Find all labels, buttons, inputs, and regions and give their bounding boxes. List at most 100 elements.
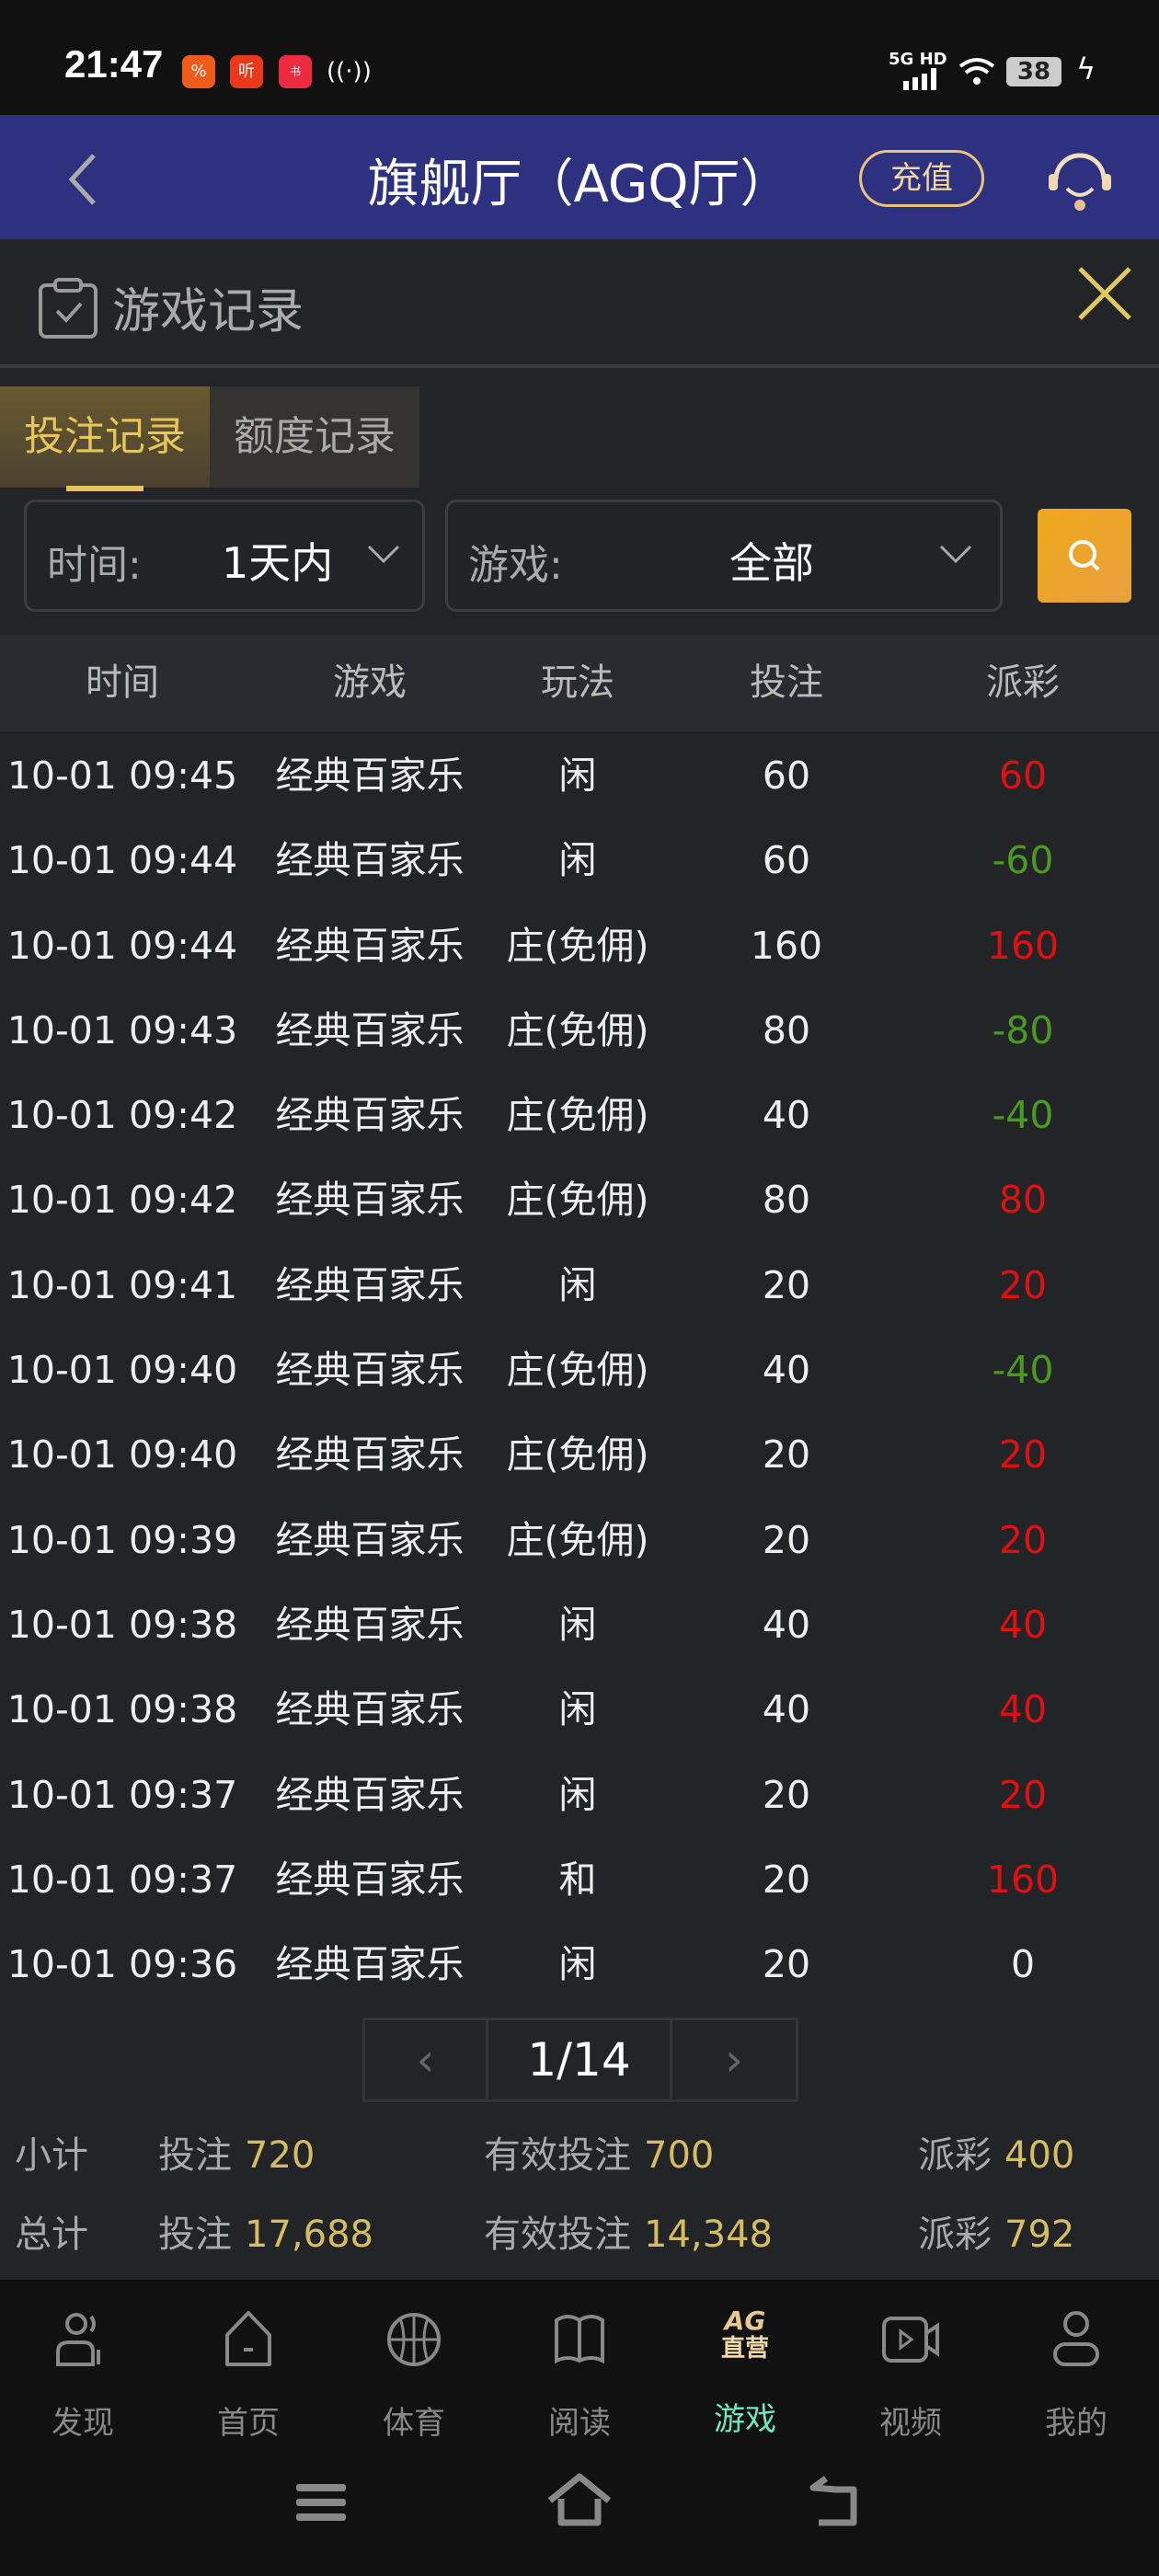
bottom-navigation: 发现 首页 体育 阅读 AG 直营 游戏 视频 我的: [0, 2280, 1159, 2576]
cell-game: 经典百家乐: [275, 1178, 465, 1223]
tab-credit-records[interactable]: 额度记录: [210, 386, 419, 488]
cell-game: 经典百家乐: [275, 1007, 465, 1052]
clipboard-check-icon: [39, 278, 98, 339]
cell-bet: 60: [762, 838, 811, 883]
app-notification-icon: %: [182, 55, 215, 88]
game-filter-select[interactable]: 游戏: 全部: [445, 500, 1003, 612]
network-label: 5G HD: [889, 50, 947, 69]
cell-time: 10-01 09:39: [6, 1517, 238, 1562]
cell-bet: 20: [762, 1772, 811, 1817]
nav-item-discover[interactable]: 发现: [0, 2307, 166, 2443]
cell-play: 庄(免佣): [506, 1348, 649, 1393]
cell-time: 10-01 09:36: [6, 1942, 238, 1987]
panel-title: 游戏记录: [112, 284, 304, 339]
time-filter-select[interactable]: 时间: 1天内: [24, 500, 425, 612]
recharge-button[interactable]: 充值: [859, 150, 984, 207]
cell-payout: 20: [998, 1772, 1048, 1817]
nav-item-reading[interactable]: 阅读: [497, 2307, 662, 2443]
column-header-bet: 投注: [750, 661, 823, 704]
cell-bet: 20: [762, 1517, 811, 1562]
subtotal-valid-value: 700: [644, 2134, 715, 2177]
cell-time: 10-01 09:38: [6, 1687, 238, 1732]
nav-item-home[interactable]: 首页: [166, 2307, 331, 2443]
cell-play: 闲: [558, 753, 597, 798]
close-icon[interactable]: [1076, 265, 1133, 322]
cell-payout: 160: [986, 1857, 1060, 1902]
cell-payout: 20: [998, 1262, 1048, 1307]
basketball-icon: [387, 2313, 441, 2366]
nav-label: 阅读: [548, 2405, 611, 2442]
cell-game: 经典百家乐: [275, 1602, 465, 1647]
cell-play: 闲: [558, 1262, 597, 1307]
redbook-app-icon: 书: [279, 55, 312, 88]
game-filter-value: 全部: [729, 538, 814, 588]
table-row: 10-01 09:41 经典百家乐 闲 20 20: [0, 1243, 1159, 1328]
cell-bet: 20: [762, 1432, 811, 1478]
next-page-button[interactable]: ›: [725, 2033, 743, 2087]
cell-play: 庄(免佣): [506, 923, 649, 968]
cell-game: 经典百家乐: [275, 1857, 465, 1902]
cell-time: 10-01 09:44: [6, 838, 238, 883]
cell-time: 10-01 09:38: [6, 1602, 238, 1647]
chevron-down-icon: [367, 545, 400, 564]
cell-time: 10-01 09:37: [6, 1772, 238, 1817]
menu-gesture-icon[interactable]: [296, 2482, 348, 2523]
table-row: 10-01 09:39 经典百家乐 庄(免佣) 20 20: [0, 1498, 1159, 1582]
back-icon[interactable]: [64, 152, 101, 207]
ag-direct-icon: AG 直营: [713, 2307, 777, 2372]
nav-item-me[interactable]: 我的: [993, 2307, 1159, 2443]
cell-play: 庄(免佣): [506, 1007, 649, 1052]
cell-bet: 40: [762, 1602, 811, 1647]
cell-time: 10-01 09:44: [6, 923, 238, 968]
bet-records-table: 10-01 09:45 经典百家乐闲 60 60 10-01 09:44 经典百家乐闲 60…: [0, 733, 1159, 2007]
cell-play: 庄(免佣): [506, 1517, 649, 1562]
cell-time: 10-01 09:37: [6, 1857, 238, 1902]
cell-play: 闲: [558, 1687, 597, 1732]
cell-bet: 160: [750, 923, 823, 968]
cell-payout: 40: [998, 1687, 1048, 1732]
cell-time: 10-01 09:43: [6, 1007, 238, 1052]
cell-game: 经典百家乐: [275, 753, 465, 798]
cell-payout: -40: [992, 1093, 1054, 1138]
cell-play: 闲: [558, 838, 597, 883]
cell-payout: 20: [998, 1432, 1048, 1478]
table-row: 10-01 09:38 经典百家乐 闲 40 40: [0, 1667, 1159, 1752]
cell-payout: 60: [998, 753, 1048, 798]
total-valid-value: 14,348: [644, 2214, 773, 2256]
cell-play: 庄(免佣): [506, 1178, 649, 1223]
cell-payout: 160: [986, 923, 1060, 968]
wifi-icon: [958, 58, 995, 85]
tab-bet-records[interactable]: 投注记录: [0, 386, 210, 488]
subtotal-payout-label: 派彩: [918, 2134, 992, 2177]
back-gesture-icon[interactable]: [808, 2475, 863, 2526]
nav-item-games[interactable]: AG 直营 游戏: [662, 2307, 828, 2439]
cell-game: 经典百家乐: [275, 1517, 465, 1562]
search-button[interactable]: [1038, 509, 1131, 603]
prev-page-button[interactable]: ‹: [365, 2020, 488, 2099]
cell-payout: -80: [992, 1007, 1054, 1052]
cell-time: 10-01 09:42: [6, 1093, 238, 1138]
cell-game: 经典百家乐: [275, 838, 465, 883]
home-gesture-icon[interactable]: [546, 2473, 613, 2528]
cell-game: 经典百家乐: [275, 1348, 465, 1393]
cell-payout: 20: [998, 1517, 1048, 1562]
cell-game: 经典百家乐: [275, 923, 465, 968]
total-valid-label: 有效投注: [484, 2214, 631, 2256]
table-row: 10-01 09:45 经典百家乐 闲 60 60: [0, 733, 1159, 818]
table-row: 10-01 09:40 经典百家乐 庄(免佣) 20 20: [0, 1412, 1159, 1497]
cell-payout: 40: [998, 1602, 1048, 1647]
signal-icon: [903, 68, 936, 90]
nav-label: 发现: [52, 2405, 114, 2442]
cell-payout: 0: [1010, 1942, 1036, 1987]
search-icon: [1069, 540, 1100, 571]
nav-item-video[interactable]: 视频: [828, 2307, 993, 2443]
cell-payout: 80: [998, 1178, 1048, 1223]
nav-item-sports[interactable]: 体育: [331, 2307, 497, 2443]
table-row: 10-01 09:37 经典百家乐 闲 20 20: [0, 1753, 1159, 1837]
column-header-play: 玩法: [541, 661, 614, 704]
subtotal-bet-value: 720: [245, 2134, 316, 2177]
nav-label: 体育: [383, 2405, 445, 2442]
customer-service-icon[interactable]: [1043, 143, 1117, 216]
subtotal-payout-value: 400: [1004, 2134, 1075, 2177]
app-header: 旗舰厅（AGQ厅） 充值: [0, 115, 1159, 239]
